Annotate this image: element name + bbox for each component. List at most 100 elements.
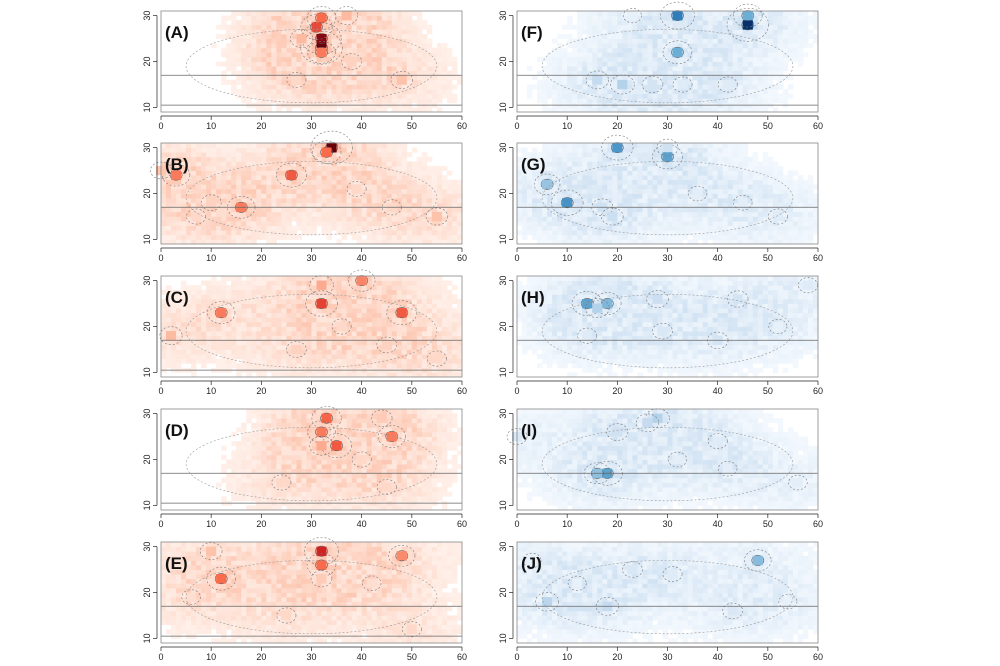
heatmap-cell [216, 546, 222, 552]
heatmap-cell [341, 372, 348, 378]
heatmap-cell [241, 610, 247, 616]
heatmap-cell [456, 298, 463, 304]
heatmap-cell [251, 184, 257, 190]
heatmap-cell [421, 89, 428, 95]
heatmap-cell [281, 79, 287, 85]
heatmap-cell [211, 358, 217, 364]
heatmap-cell [451, 340, 458, 346]
heatmap-cell [406, 70, 413, 76]
heatmap-cell [436, 107, 443, 113]
heatmap-cell [356, 234, 363, 240]
heatmap-cell [336, 225, 342, 231]
heatmap-cell [296, 161, 302, 167]
heatmap-cell [396, 56, 403, 62]
heatmap-cell [176, 321, 182, 327]
heatmap-cell [331, 47, 337, 53]
heatmap-cell [221, 477, 227, 483]
heatmap-cell [176, 363, 182, 369]
heatmap-cell [406, 211, 413, 217]
heatmap-cell [181, 156, 187, 162]
heatmap-cell [386, 308, 393, 314]
heatmap-cell [326, 84, 332, 90]
heatmap-cell [231, 587, 237, 593]
heatmap-cell [361, 43, 368, 49]
heatmap-cell [436, 202, 443, 208]
heatmap-cell [216, 221, 222, 227]
heatmap-cell [241, 431, 247, 437]
heatmap-cell [251, 454, 257, 460]
heatmap-cell [171, 239, 177, 245]
heatmap-cell [446, 188, 453, 194]
heatmap-cell [236, 152, 242, 158]
heatmap-cell [376, 70, 383, 76]
heatmap-cell [256, 312, 262, 318]
heatmap-cell [391, 496, 398, 502]
heatmap-cell [346, 33, 353, 39]
heatmap-cell [331, 161, 337, 167]
heatmap-cell [211, 574, 217, 580]
heatmap-cell [261, 473, 267, 479]
heatmap-cell [391, 170, 398, 176]
heatmap-cell [396, 487, 403, 493]
heatmap-cell [401, 56, 408, 62]
heatmap-cell [376, 11, 383, 16]
heatmap-cell [211, 542, 217, 547]
heatmap-cell [406, 98, 413, 104]
heatmap-cell [216, 555, 222, 561]
heatmap-cell [266, 52, 272, 58]
heatmap-cell [191, 546, 197, 552]
heatmap-cell [241, 459, 247, 465]
heatmap-cell [216, 551, 222, 557]
heatmap-cell [271, 47, 277, 53]
heatmap-cell [416, 344, 423, 350]
heatmap-cell [241, 551, 247, 557]
heatmap-cell [261, 409, 267, 414]
heatmap-cell [266, 358, 272, 364]
heatmap-cell [251, 610, 257, 616]
heatmap-cell [411, 161, 418, 167]
heatmap-cell [331, 422, 337, 428]
heatmap-cell [166, 303, 172, 309]
heatmap-cell [451, 198, 458, 204]
heatmap-cell [436, 326, 443, 332]
heatmap-cell [181, 606, 187, 612]
heatmap-cell [276, 363, 282, 369]
heatmap-cell [406, 326, 413, 332]
heatmap-cell [251, 615, 257, 621]
heatmap-cell [386, 188, 393, 194]
heatmap-cell [356, 221, 363, 227]
heatmap-cell [211, 597, 217, 603]
heatmap-cell [441, 188, 448, 194]
heatmap-cell [231, 165, 237, 171]
heatmap-cell [446, 179, 453, 185]
heatmap-cell [396, 349, 403, 355]
heatmap-cell [266, 188, 272, 194]
heatmap-cell [261, 15, 267, 21]
heatmap-cell [171, 629, 177, 635]
heatmap-cell [231, 143, 237, 148]
heatmap-cell [241, 61, 247, 67]
heatmap-cell [386, 491, 393, 497]
heatmap-cell [361, 303, 368, 309]
heatmap-cell [191, 225, 197, 231]
heatmap-cell [456, 239, 463, 245]
heatmap-cell [441, 331, 448, 337]
heatmap-cell [231, 230, 237, 236]
heatmap-cell [336, 33, 342, 39]
heatmap-cell [366, 496, 373, 502]
heatmap-cell [286, 70, 292, 76]
heatmap-cell [301, 482, 307, 488]
heatmap-cell [341, 198, 348, 204]
heatmap-cell [236, 308, 242, 314]
heatmap-cell [436, 75, 443, 81]
heatmap-cell [321, 317, 327, 323]
heatmap-cell [216, 542, 222, 547]
heatmap-cell [286, 79, 292, 85]
heatmap-cell [231, 473, 237, 479]
heatmap-cell [241, 638, 247, 644]
heatmap-cell [271, 422, 277, 428]
heatmap-cell [386, 75, 393, 81]
heatmap-cell [411, 308, 418, 314]
heatmap-cell [441, 175, 448, 181]
heatmap-cell [421, 230, 428, 236]
